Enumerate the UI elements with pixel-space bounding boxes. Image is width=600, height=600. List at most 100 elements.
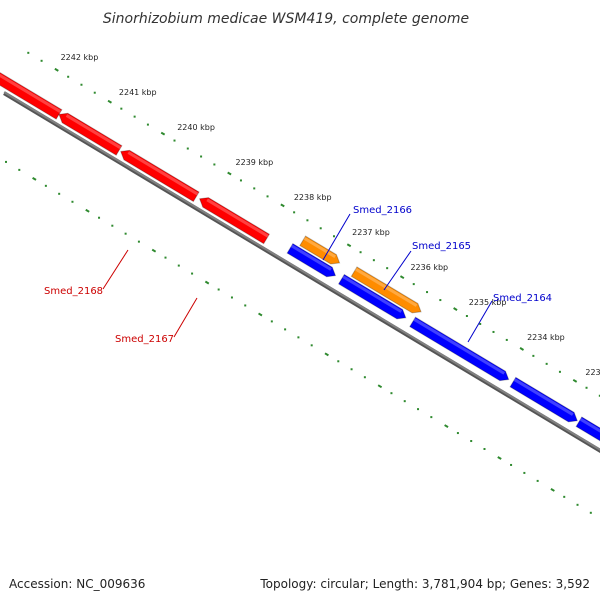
scale-dot [506,339,508,341]
gene-leader-line [323,214,350,260]
scale-dot [590,512,592,514]
scale-dot [271,320,273,322]
scale-dot [404,400,406,402]
scale-tick [205,282,208,284]
scale-dot [284,328,286,330]
scale-dot [364,376,366,378]
scale-dot [563,496,565,498]
gene-features-layer [0,59,600,466]
scale-tick [161,133,164,135]
scale-dot [187,148,189,150]
scale-tick [281,204,284,206]
scale-dot [577,504,579,506]
scale-tick [152,250,155,252]
scale-tick [86,210,89,212]
scale-dot [360,251,362,253]
scale-tick [325,353,328,355]
scale-label: 2236 kbp [410,263,448,272]
scale-dot [457,432,459,434]
gene-arrow-forward [410,317,512,384]
gene-label: Smed_2167 [115,334,174,345]
scale-dot [120,108,122,110]
scale-dot [253,187,255,189]
scale-dot [18,169,20,171]
scale-dot [351,368,353,370]
scale-label: 2237 kbp [352,228,390,237]
scale-dot [174,140,176,142]
scale-dot [27,52,29,54]
scale-dot [191,273,193,275]
scale-tick [445,425,448,427]
scale-dot [134,116,136,118]
scale-dot [373,259,375,261]
gene-label: Smed_2165 [412,241,471,252]
scale-dot [231,296,233,298]
scale-dot [218,289,220,291]
scale-tick [347,244,350,246]
scale-dot [492,331,494,333]
scale-dot [413,283,415,285]
genome-map: Sinorhizobium medicae WSM419, complete g… [0,0,600,600]
scale-dot [337,360,339,362]
scale-tick [454,308,457,310]
gene-label: Smed_2164 [493,293,552,304]
scale-dot [164,257,166,259]
scale-dot [470,440,472,442]
gene-leader-line [384,251,411,290]
scale-dot [178,265,180,267]
scale-dot [417,408,419,410]
scale-dots-layer [0,52,600,514]
scale-dot [586,387,588,389]
scale-dot [439,299,441,301]
scale-dot [311,344,313,346]
scale-dot [58,193,60,195]
labels-layer: 2242 kbp 2241 kbp 2240 kbp 2239 kbp 2238 kbp… [44,53,600,377]
scale-dot [510,464,512,466]
scale-dot [41,60,43,62]
scale-tick [400,276,403,278]
scale-dot [523,472,525,474]
scale-tick [228,172,231,174]
scale-dot [267,195,269,197]
scale-dot [306,219,308,221]
scale-dot [200,156,202,158]
gene-label: Smed_2168 [44,286,103,297]
scale-label: 2240 kbp [177,123,215,132]
scale-dot [537,480,539,482]
scale-label: 2238 kbp [294,193,332,202]
genome-summary-text: Topology: circular; Length: 3,781,904 bp… [260,577,590,591]
scale-dot [125,233,127,235]
scale-dot [5,161,7,163]
scale-label: 2239 kbp [236,158,274,167]
gene-leader-line [468,301,492,342]
scale-dot [147,124,149,126]
scale-dot [45,185,47,187]
scale-dot [80,84,82,86]
scale-label: 2242 kbp [61,53,99,62]
scale-tick [259,313,262,315]
scale-tick [55,69,58,71]
scale-dot [546,363,548,365]
scale-dot [71,201,73,203]
scale-tick [498,457,501,459]
map-title: Sinorhizobium medicae WSM419, complete g… [103,11,469,27]
scale-dot [430,416,432,418]
scale-dot [483,448,485,450]
scale-dot [98,217,100,219]
scale-dot [138,241,140,243]
scale-dot [532,355,534,357]
scale-tick [573,380,576,382]
backbone-layer [4,92,600,463]
scale-tick [378,385,381,387]
scale-label: 2234 kbp [527,333,565,342]
accession-text: Accession: NC_009636 [9,577,145,591]
scale-dot [67,76,69,78]
scale-dot [297,336,299,338]
scale-dot [244,304,246,306]
scale-dot [293,211,295,213]
gene-arrow-reverse [197,194,270,244]
scale-label: 2241 kbp [119,88,157,97]
scale-dot [390,392,392,394]
scale-tick [520,348,523,350]
scale-tick [108,101,111,103]
